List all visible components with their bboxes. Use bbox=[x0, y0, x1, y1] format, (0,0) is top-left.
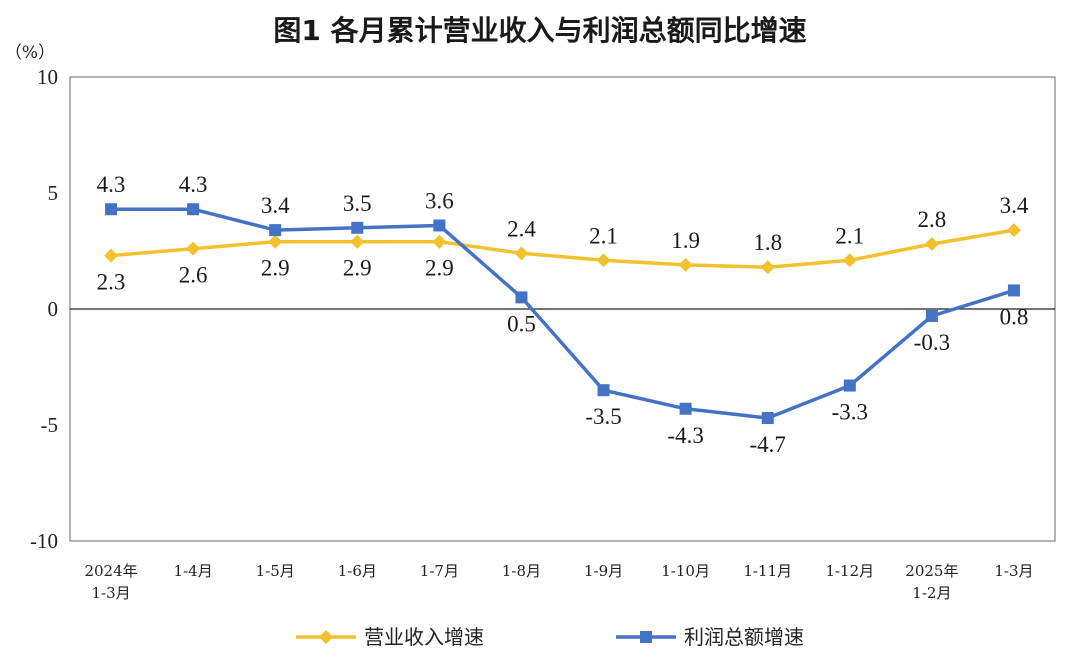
legend-item-revenue: 营业收入增速 bbox=[296, 625, 484, 649]
data-label-revenue: 1.9 bbox=[671, 228, 700, 253]
data-label-revenue: 2.9 bbox=[425, 256, 454, 281]
y-tick-label: 0 bbox=[48, 297, 59, 321]
data-label-revenue: 2.9 bbox=[343, 256, 372, 281]
data-label-profit: 3.5 bbox=[343, 191, 372, 216]
data-label-revenue: 2.8 bbox=[918, 207, 947, 232]
series-layer bbox=[104, 203, 1021, 425]
data-label-revenue: 3.4 bbox=[1000, 193, 1029, 218]
data-label-profit: -4.7 bbox=[749, 432, 785, 457]
x-tick-label-line: 1-12月 bbox=[825, 562, 874, 580]
data-point-profit bbox=[925, 309, 938, 322]
data-point-profit bbox=[351, 221, 364, 234]
data-point-profit bbox=[843, 379, 856, 392]
data-label-profit: 3.6 bbox=[425, 188, 454, 213]
data-point-revenue bbox=[760, 260, 775, 275]
x-tick-label-line: 2024年 bbox=[84, 562, 137, 580]
data-point-revenue bbox=[104, 248, 119, 263]
x-tick-label: 1-7月 bbox=[420, 562, 459, 580]
x-tick-label-line: 1-8月 bbox=[502, 562, 541, 580]
data-point-profit bbox=[515, 291, 528, 304]
legend: 营业收入增速 利润总额增速 bbox=[296, 625, 804, 649]
data-point-revenue bbox=[924, 237, 939, 252]
data-label-layer: 2.3 2.6 2.9 2.9 2.9 2.4 2.1 1.9 1.8 2.1 2.8 3.4 4.3 4… bbox=[97, 172, 1029, 457]
legend-swatch-marker-revenue bbox=[319, 630, 333, 644]
legend-label-revenue: 营业收入增速 bbox=[364, 625, 484, 649]
y-tick-label: -10 bbox=[30, 529, 58, 553]
data-label-profit: 3.4 bbox=[261, 193, 290, 218]
chart-title: 图1 各月累计营业收入与利润总额同比增速 bbox=[273, 14, 806, 47]
x-tick-label: 1-8月 bbox=[502, 562, 541, 580]
data-point-profit bbox=[597, 384, 610, 397]
data-label-profit: 0.8 bbox=[1000, 304, 1029, 329]
x-tick-label-line: 1-4月 bbox=[174, 562, 213, 580]
x-tick-label: 1-6月 bbox=[338, 562, 377, 580]
data-point-profit bbox=[187, 203, 200, 216]
x-tick-label-line: 1-11月 bbox=[743, 562, 792, 580]
x-tick-label: 1-11月 bbox=[743, 562, 792, 580]
data-label-revenue: 2.3 bbox=[97, 270, 126, 295]
x-tick-label: 1-10月 bbox=[661, 562, 710, 580]
series-line-revenue bbox=[110, 228, 1015, 269]
data-point-profit bbox=[1007, 284, 1020, 297]
x-tick-label-line: 1-9月 bbox=[584, 562, 623, 580]
legend-item-profit: 利润总额增速 bbox=[616, 625, 804, 649]
legend-swatch-marker-profit bbox=[640, 631, 652, 643]
data-point-profit bbox=[269, 224, 282, 237]
x-tick-label: 1-5月 bbox=[256, 562, 295, 580]
y-tick-label: 5 bbox=[48, 181, 59, 205]
y-tick-label: 10 bbox=[37, 65, 58, 89]
data-point-profit bbox=[433, 219, 446, 232]
data-point-revenue bbox=[350, 234, 365, 249]
x-tick-label: 1-3月 bbox=[994, 562, 1033, 580]
data-label-profit: 0.5 bbox=[507, 311, 536, 336]
data-point-revenue bbox=[268, 234, 283, 249]
x-tick-label-line: 1-3月 bbox=[91, 584, 130, 602]
data-point-revenue bbox=[514, 246, 529, 261]
y-tick-label: -5 bbox=[41, 413, 59, 437]
data-point-revenue bbox=[596, 253, 611, 268]
data-point-profit bbox=[105, 203, 118, 216]
data-label-profit: -3.3 bbox=[832, 400, 868, 425]
x-axis-ticks: 2024年 1-3月 1-4月 1-5月 1-6月 1-7月 1-8月 1-9月 1-10月 1-… bbox=[84, 562, 1033, 602]
x-tick-label: 2025年 1-2月 bbox=[905, 562, 958, 602]
data-label-profit: 4.3 bbox=[179, 172, 208, 197]
data-label-revenue: 1.8 bbox=[753, 230, 782, 255]
data-point-profit bbox=[761, 412, 774, 425]
series-line-profit bbox=[111, 207, 1015, 420]
x-tick-label: 2024年 1-3月 bbox=[84, 562, 137, 602]
data-point-revenue bbox=[186, 241, 201, 256]
data-label-revenue: 2.4 bbox=[507, 216, 536, 241]
data-point-revenue bbox=[432, 234, 447, 249]
data-point-revenue bbox=[842, 253, 857, 268]
x-tick-label-line: 1-7月 bbox=[420, 562, 459, 580]
legend-label-profit: 利润总额增速 bbox=[684, 625, 804, 649]
x-tick-label: 1-9月 bbox=[584, 562, 623, 580]
data-point-revenue bbox=[1006, 223, 1021, 238]
x-tick-label-line: 1-2月 bbox=[912, 584, 951, 602]
data-point-revenue bbox=[678, 257, 693, 272]
data-label-revenue: 2.1 bbox=[589, 223, 618, 248]
data-point-profit bbox=[679, 402, 692, 415]
data-label-revenue: 2.1 bbox=[835, 223, 864, 248]
y-axis-ticks: 10 5 0 -5 -10 bbox=[30, 65, 58, 553]
data-label-revenue: 2.9 bbox=[261, 256, 290, 281]
data-label-revenue: 2.6 bbox=[179, 263, 208, 288]
y-axis-unit-label: （%） bbox=[5, 43, 55, 63]
data-label-profit: -3.5 bbox=[585, 404, 621, 429]
x-tick-label-line: 1-6月 bbox=[338, 562, 377, 580]
data-label-profit: 4.3 bbox=[97, 172, 126, 197]
x-tick-label-line: 1-10月 bbox=[661, 562, 710, 580]
data-label-profit: -4.3 bbox=[667, 423, 703, 448]
x-tick-label: 1-12月 bbox=[825, 562, 874, 580]
x-tick-label-line: 2025年 bbox=[905, 562, 958, 580]
x-tick-label-line: 1-3月 bbox=[994, 562, 1033, 580]
x-tick-label-line: 1-5月 bbox=[256, 562, 295, 580]
data-label-profit: -0.3 bbox=[914, 330, 950, 355]
x-tick-label: 1-4月 bbox=[174, 562, 213, 580]
